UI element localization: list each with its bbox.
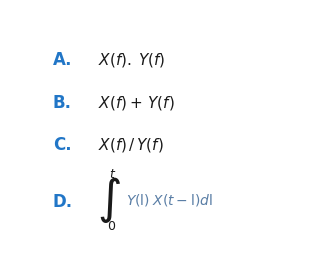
Text: $X(f)\,/\,Y(f)$: $X(f)\,/\,Y(f)$ xyxy=(99,136,164,154)
Text: $\int$: $\int$ xyxy=(97,175,121,225)
Text: B.: B. xyxy=(53,93,72,112)
Text: $t$: $t$ xyxy=(109,168,116,181)
Text: D.: D. xyxy=(53,193,73,211)
Text: C.: C. xyxy=(53,136,72,154)
Text: $Y(\mathsf{l})\;X(t-\mathsf{l})d\mathsf{l}$: $Y(\mathsf{l})\;X(t-\mathsf{l})d\mathsf{… xyxy=(126,192,213,207)
Text: $X(f)+\,Y(f)$: $X(f)+\,Y(f)$ xyxy=(99,93,175,112)
Text: $0$: $0$ xyxy=(107,221,116,233)
Text: A.: A. xyxy=(53,51,73,69)
Text: $X(f).\;Y(f)$: $X(f).\;Y(f)$ xyxy=(99,51,166,69)
